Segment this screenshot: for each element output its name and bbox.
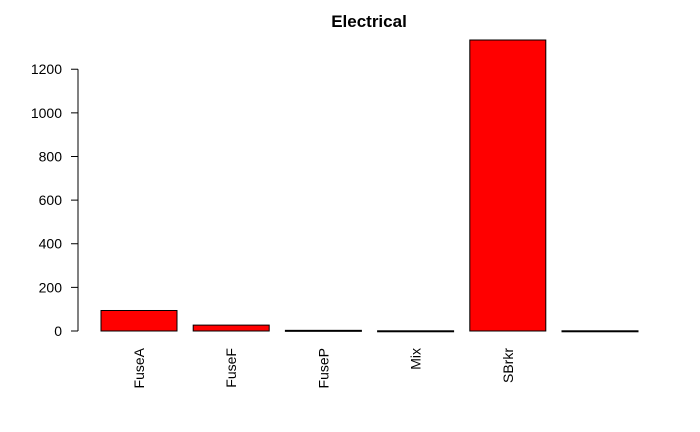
x-tick-label: FuseF: [223, 348, 239, 388]
bar: [377, 330, 455, 333]
bar: [469, 39, 547, 332]
x-tick-label: FuseA: [131, 347, 147, 388]
y-tick-label: 0: [54, 323, 62, 339]
x-tick-label: FuseP: [315, 348, 331, 388]
bars: [100, 39, 639, 333]
bar: [561, 330, 639, 333]
x-tick-label: Mix: [408, 348, 424, 370]
x-tick-label: SBrkr: [500, 348, 516, 383]
bar: [100, 309, 178, 332]
bar: [192, 324, 270, 332]
bar: [284, 329, 362, 332]
y-tick-label: 600: [39, 192, 63, 208]
y-tick-label: 200: [39, 279, 63, 295]
y-axis: 0 200 400 600 800 1000 1200: [31, 61, 79, 339]
y-tick-label: 800: [39, 148, 63, 164]
chart-title: Electrical: [331, 12, 407, 31]
x-axis-labels: FuseA FuseF FuseP Mix SBrkr: [131, 347, 516, 388]
y-tick-label: 1200: [31, 61, 62, 77]
y-tick-label: 1000: [31, 105, 62, 121]
y-tick-label: 400: [39, 236, 63, 252]
